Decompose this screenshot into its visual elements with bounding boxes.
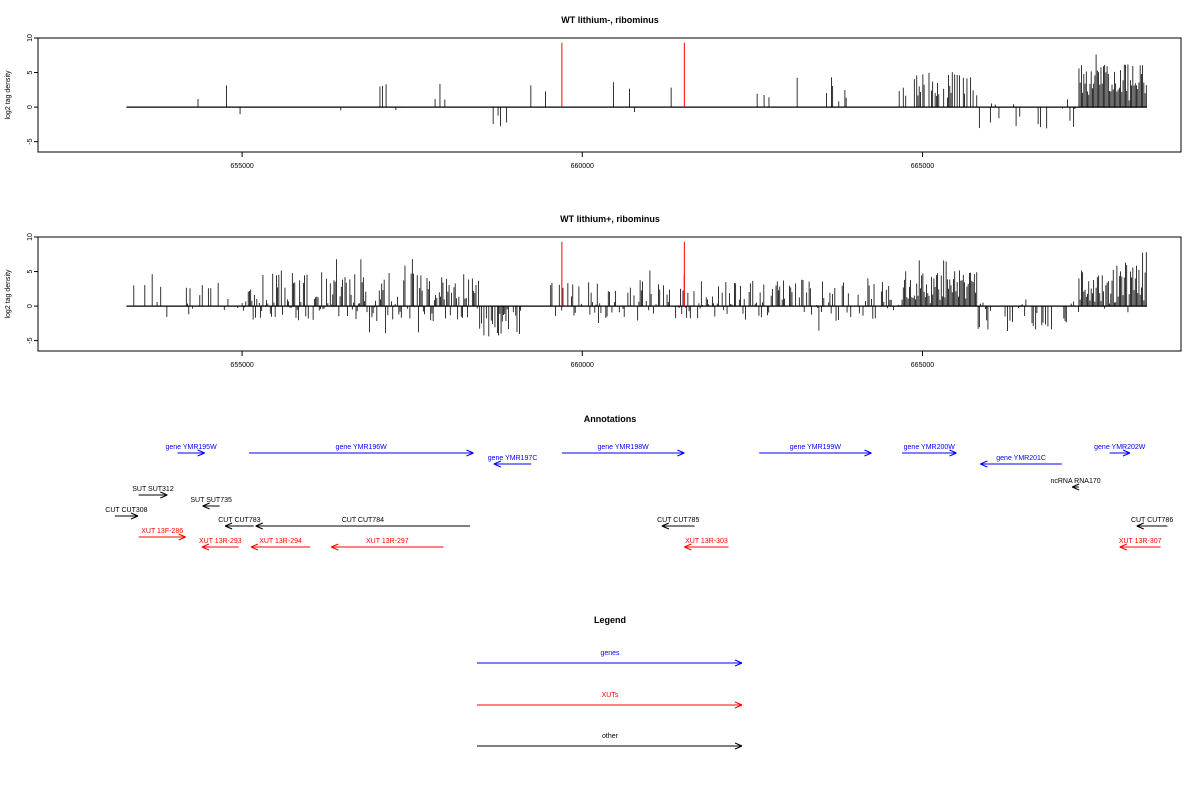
- legend-title: Legend: [594, 615, 626, 625]
- x-tick-label: 655000: [230, 163, 253, 170]
- legend-label: genes: [600, 650, 620, 657]
- legend-label: XUTs: [602, 692, 619, 699]
- annotation-label: XUT 13R-293: [199, 538, 242, 545]
- annotation-arrow: [250, 543, 311, 551]
- annotation-arrow: [202, 502, 220, 510]
- chart-title: WT lithium-, ribominus: [561, 15, 659, 25]
- annotation-label: gene YMR197C: [488, 455, 538, 462]
- annotation-label: XUT 13R-294: [259, 538, 302, 545]
- x-tick-label: 660000: [571, 362, 594, 369]
- y-tick-label: -5: [27, 337, 34, 343]
- x-tick-label: 655000: [230, 362, 253, 369]
- y-axis-label: log2 tag density: [5, 269, 12, 319]
- density-bars: [126, 241, 1147, 337]
- annotation-label: gene YMR201C: [996, 455, 1046, 462]
- annotation-label: XUT 13F-286: [141, 528, 183, 535]
- legend-arrow-gene: [477, 659, 743, 667]
- annotation-label: SUT SUT735: [190, 497, 232, 504]
- annotation-label: XUT 13R-297: [366, 538, 409, 545]
- legend-label: other: [602, 733, 619, 740]
- annotation-label: gene YMR198W: [597, 444, 649, 451]
- annotation-arrow: [138, 533, 186, 541]
- legend: genes XUTs other: [477, 650, 743, 750]
- annotation-label: CUT CUT783: [218, 517, 260, 524]
- y-axis-label: log2 tag density: [5, 70, 12, 120]
- annotation-arrow: [661, 522, 695, 530]
- annotation-arrow: [224, 522, 254, 530]
- annotation-label: SUT SUT312: [132, 486, 174, 493]
- annotation-arrow: [1071, 483, 1080, 491]
- annotation-arrow: [114, 512, 139, 520]
- x-tick-label: 660000: [571, 163, 594, 170]
- density-bars: [126, 42, 1147, 129]
- annotation-arrow: [1136, 522, 1168, 530]
- annotation-arrow: [201, 543, 239, 551]
- chart-title: WT lithium+, ribominus: [560, 214, 660, 224]
- annotation-label: gene YMR195W: [165, 444, 217, 451]
- annotation-label: gene YMR199W: [790, 444, 842, 451]
- plot-frame: [37, 37, 1182, 153]
- annotation-arrow: [248, 449, 474, 457]
- annotation-arrow: [331, 543, 444, 551]
- track-panel-lithium-plus: WT lithium+, ribominus log2 tag density …: [5, 214, 1182, 369]
- y-tick-label: 0: [27, 105, 34, 109]
- annotation-label: CUT CUT785: [657, 517, 699, 524]
- x-tick-label: 665000: [911, 163, 934, 170]
- annotation-label: gene YMR200W: [904, 444, 956, 451]
- axes: -5 0 5 10 655000 660000 665000: [27, 34, 934, 170]
- annotation-label: ncRNA RNA170: [1050, 478, 1100, 485]
- annotation-label: gene YMR196W: [336, 444, 388, 451]
- annotation-label: gene YMR202W: [1094, 444, 1146, 451]
- annotation-track: gene YMR195W gene YMR196W gene YMR197C gene…: [105, 444, 1173, 551]
- x-tick-label: 665000: [911, 362, 934, 369]
- annotation-label: CUT CUT308: [105, 507, 147, 514]
- y-tick-label: 10: [27, 233, 34, 241]
- annotation-arrow: [493, 460, 532, 468]
- annotation-label: CUT CUT786: [1131, 517, 1173, 524]
- annotation-arrow: [255, 522, 471, 530]
- annotation-arrow: [177, 449, 205, 457]
- y-tick-label: 0: [27, 304, 34, 308]
- y-tick-label: -5: [27, 138, 34, 144]
- annotations-title: Annotations: [584, 414, 637, 424]
- annotation-arrow: [138, 491, 168, 499]
- annotation-arrow: [1109, 449, 1131, 457]
- y-tick-label: 5: [27, 70, 34, 74]
- annotation-arrow: [759, 449, 872, 457]
- annotation-label: CUT CUT784: [342, 517, 384, 524]
- y-tick-label: 5: [27, 269, 34, 273]
- annotation-arrow: [1119, 543, 1161, 551]
- annotation-label: XUT 13R-303: [685, 538, 728, 545]
- annotation-arrow: [561, 449, 685, 457]
- annotation-arrow: [980, 460, 1062, 468]
- annotation-arrow: [902, 449, 957, 457]
- axes: -5 0 5 10 655000 660000 665000: [27, 233, 934, 369]
- annotation-label: XUT 13R-307: [1119, 538, 1162, 545]
- legend-arrow-other: [477, 742, 743, 750]
- annotation-arrow: [684, 543, 729, 551]
- y-tick-label: 10: [27, 34, 34, 42]
- legend-arrow-xut: [477, 701, 743, 709]
- track-panel-lithium-minus: WT lithium-, ribominus log2 tag density …: [5, 15, 1182, 170]
